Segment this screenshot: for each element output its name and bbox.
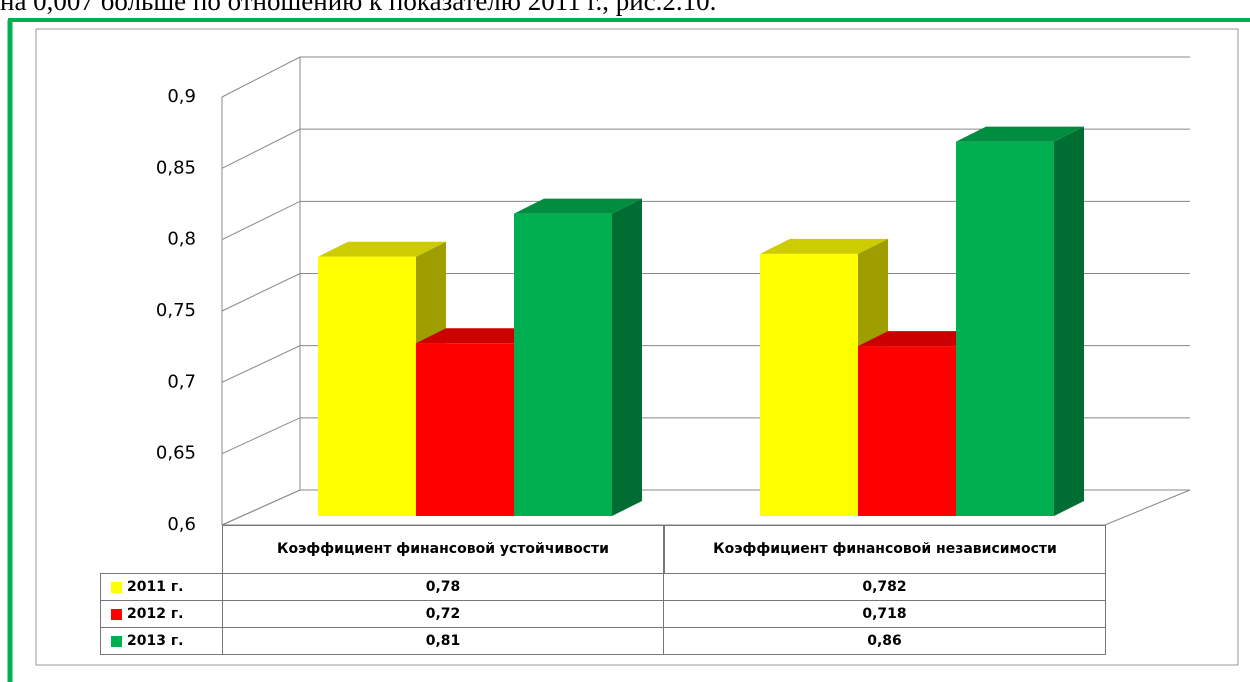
legend-marker: [111, 635, 122, 647]
y-tick-label: 0,9: [167, 86, 196, 107]
grid-line: [221, 56, 1190, 98]
y-tick-label: 0,75: [156, 300, 196, 321]
bar-front: [760, 253, 858, 517]
y-tick-label: 0,8: [167, 229, 196, 250]
y-tick-label: 0,85: [156, 157, 196, 178]
bar: [514, 198, 642, 516]
category-label: Коэффициент финансовой независимости: [664, 525, 1106, 574]
legend-marker: [111, 581, 122, 593]
legend-entry: 2012 г.: [100, 600, 223, 628]
y-tick-label: 0,65: [156, 443, 196, 464]
bar-front: [858, 346, 956, 516]
legend-entry: 2013 г.: [100, 627, 223, 655]
value-label: 0,86: [663, 627, 1106, 655]
legend-label: 2012 г.: [127, 605, 184, 622]
grid-line: [221, 128, 1190, 169]
bar-top: [514, 198, 642, 214]
value-label: 0,782: [663, 573, 1106, 601]
bar-side: [612, 198, 642, 516]
value-label: 0,78: [222, 573, 664, 601]
legend-label: 2013 г.: [127, 632, 184, 649]
caption: на 0,007 больше по отношению к показател…: [0, 0, 717, 16]
bar-front: [956, 141, 1054, 516]
grid-line: [221, 273, 1190, 312]
bar-top: [858, 331, 986, 347]
bar-top: [760, 238, 888, 254]
grid-line: [221, 200, 1190, 241]
bar-front: [416, 343, 514, 516]
value-label: 0,72: [222, 600, 664, 628]
legend-entry: 2011 г.: [100, 573, 223, 601]
bar-top: [318, 241, 446, 257]
bar-front: [514, 213, 612, 516]
bar-top: [956, 126, 1084, 142]
bar-side: [1054, 126, 1084, 516]
y-tick-label: 0,6: [167, 514, 196, 535]
bar: [956, 126, 1084, 516]
category-label: Коэффициент финансовой устойчивости: [222, 525, 664, 574]
legend-marker: [111, 608, 122, 620]
legend-label: 2011 г.: [127, 578, 184, 595]
value-label: 0,718: [663, 600, 1106, 628]
y-tick-label: 0,7: [167, 371, 196, 392]
bar-top: [416, 328, 544, 344]
value-label: 0,81: [222, 627, 664, 655]
bar-front: [318, 256, 416, 516]
